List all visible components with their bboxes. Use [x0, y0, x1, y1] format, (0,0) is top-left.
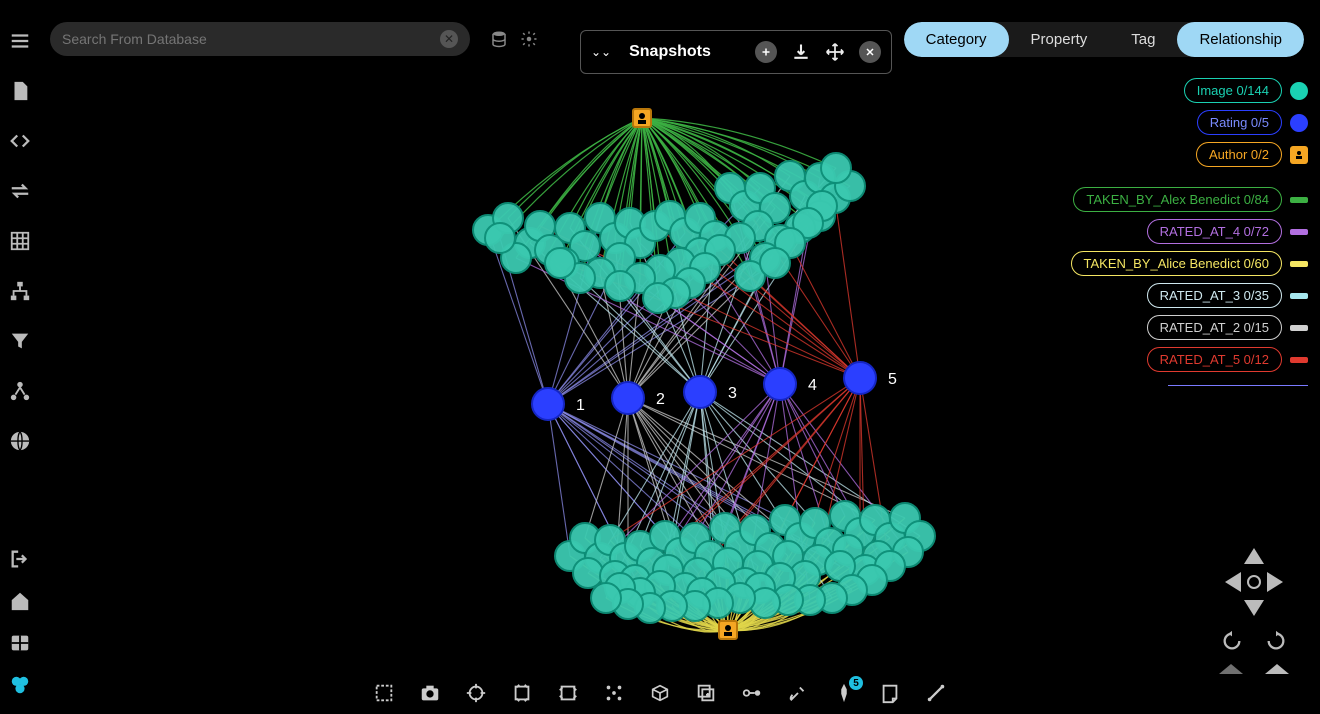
rotate-right-icon[interactable]	[1265, 630, 1287, 652]
keyboard-icon[interactable]	[9, 632, 31, 654]
close-snapshot-button[interactable]	[859, 41, 881, 63]
legend-node-row[interactable]: Image 0/144	[1184, 78, 1308, 103]
legend-bar	[1290, 357, 1308, 363]
add-snapshot-button[interactable]	[755, 41, 777, 63]
legend-node-row[interactable]: Author 0/2	[1196, 142, 1308, 167]
legend-node-row[interactable]: Rating 0/5	[1197, 110, 1308, 135]
brush-icon[interactable]	[787, 682, 809, 704]
svg-text:5: 5	[888, 371, 897, 388]
download-icon[interactable]	[791, 42, 811, 62]
pin-badge: 5	[849, 676, 863, 690]
legend-edge-row[interactable]: RATED_AT_4 0/72	[1147, 219, 1308, 244]
collapse-in-icon[interactable]	[557, 682, 579, 704]
legend-edge-row[interactable]: TAKEN_BY_Alice Benedict 0/60	[1071, 251, 1308, 276]
database-icon[interactable]	[490, 30, 508, 48]
legend-edge-row[interactable]: RATED_AT_2 0/15	[1147, 315, 1308, 340]
legend-pill: RATED_AT_2 0/15	[1147, 315, 1282, 340]
menu-icon[interactable]	[9, 30, 31, 52]
legend-swatch	[1290, 114, 1308, 132]
grid-icon[interactable]	[9, 230, 31, 252]
legend-bar	[1290, 325, 1308, 331]
tab-relationship[interactable]: Relationship	[1177, 22, 1304, 57]
logout-icon[interactable]	[9, 548, 31, 570]
legend-bar	[1290, 197, 1308, 203]
legend-swatch	[1290, 146, 1308, 164]
legend-pill: Image 0/144	[1184, 78, 1282, 103]
note-icon[interactable]	[879, 682, 901, 704]
pan-right-button[interactable]	[1267, 572, 1283, 592]
legend-pill: RATED_AT_5 0/12	[1147, 347, 1282, 372]
link-add-icon[interactable]	[741, 682, 763, 704]
legend-bar	[1290, 293, 1308, 299]
svg-text:4: 4	[808, 377, 817, 394]
duplicate-icon[interactable]	[695, 682, 717, 704]
move-icon[interactable]	[825, 42, 845, 62]
tilt-down-icon[interactable]	[1265, 664, 1289, 674]
legend-bar	[1290, 261, 1308, 267]
legend-swatch	[1290, 82, 1308, 100]
snapshots-label: Snapshots	[629, 43, 711, 61]
nav-pad	[1212, 548, 1296, 674]
legend-edge-row[interactable]: RATED_AT_3 0/35	[1147, 283, 1308, 308]
pin-icon[interactable]: 5	[833, 682, 855, 704]
pan-center-button[interactable]	[1247, 575, 1261, 589]
clear-search-icon[interactable]: ✕	[440, 30, 458, 48]
legend-pill: TAKEN_BY_Alex Benedict 0/84	[1073, 187, 1282, 212]
pan-down-button[interactable]	[1244, 600, 1264, 616]
left-sidebar	[0, 0, 40, 714]
svg-text:1: 1	[576, 397, 585, 414]
tools-icon[interactable]	[925, 682, 947, 704]
tab-property[interactable]: Property	[1009, 22, 1110, 57]
legend-bar	[1290, 229, 1308, 235]
settings-icon[interactable]	[520, 30, 538, 48]
legend-pill: RATED_AT_3 0/35	[1147, 283, 1282, 308]
svg-text:3: 3	[728, 385, 737, 402]
search-input[interactable]	[62, 31, 440, 47]
camera-icon[interactable]	[419, 682, 441, 704]
legend-edge-row[interactable]: RATED_AT_5 0/12	[1147, 347, 1308, 372]
view-mode-tabs: Category Property Tag Relationship	[904, 22, 1304, 57]
legend-pill: TAKEN_BY_Alice Benedict 0/60	[1071, 251, 1282, 276]
home-icon[interactable]	[9, 590, 31, 612]
legend-panel: Image 0/144 Rating 0/5 Author 0/2 TAKEN_BY_…	[1071, 78, 1308, 386]
pan-up-button[interactable]	[1244, 548, 1264, 564]
sitemap-icon[interactable]	[9, 280, 31, 302]
svg-text:2: 2	[656, 391, 665, 408]
legend-edge-row[interactable]: TAKEN_BY_Alex Benedict 0/84	[1073, 187, 1308, 212]
legend-pill: Rating 0/5	[1197, 110, 1282, 135]
bottom-toolbar: 5	[0, 682, 1320, 704]
legend-pill: Author 0/2	[1196, 142, 1282, 167]
rotate-left-icon[interactable]	[1221, 630, 1243, 652]
share-icon[interactable]	[9, 380, 31, 402]
tab-tag[interactable]: Tag	[1109, 22, 1177, 57]
filter-icon[interactable]	[9, 330, 31, 352]
chevron-down-icon[interactable]: ⌄⌄	[591, 45, 611, 59]
search-input-wrap[interactable]: ✕	[50, 22, 470, 56]
transfer-icon[interactable]	[9, 180, 31, 202]
target-icon[interactable]	[465, 682, 487, 704]
tab-category[interactable]: Category	[904, 22, 1009, 57]
expand-out-icon[interactable]	[511, 682, 533, 704]
scatter-icon[interactable]	[603, 682, 625, 704]
file-icon[interactable]	[9, 80, 31, 102]
tilt-up-icon[interactable]	[1219, 664, 1243, 674]
legend-pill: RATED_AT_4 0/72	[1147, 219, 1282, 244]
legend-line	[1168, 385, 1308, 386]
globe-icon[interactable]	[9, 430, 31, 452]
graph-canvas[interactable]: 1 2 3 4 5	[40, 68, 1090, 688]
cube-icon[interactable]	[649, 682, 671, 704]
select-icon[interactable]	[373, 682, 395, 704]
code-icon[interactable]	[9, 130, 31, 152]
pan-left-button[interactable]	[1225, 572, 1241, 592]
